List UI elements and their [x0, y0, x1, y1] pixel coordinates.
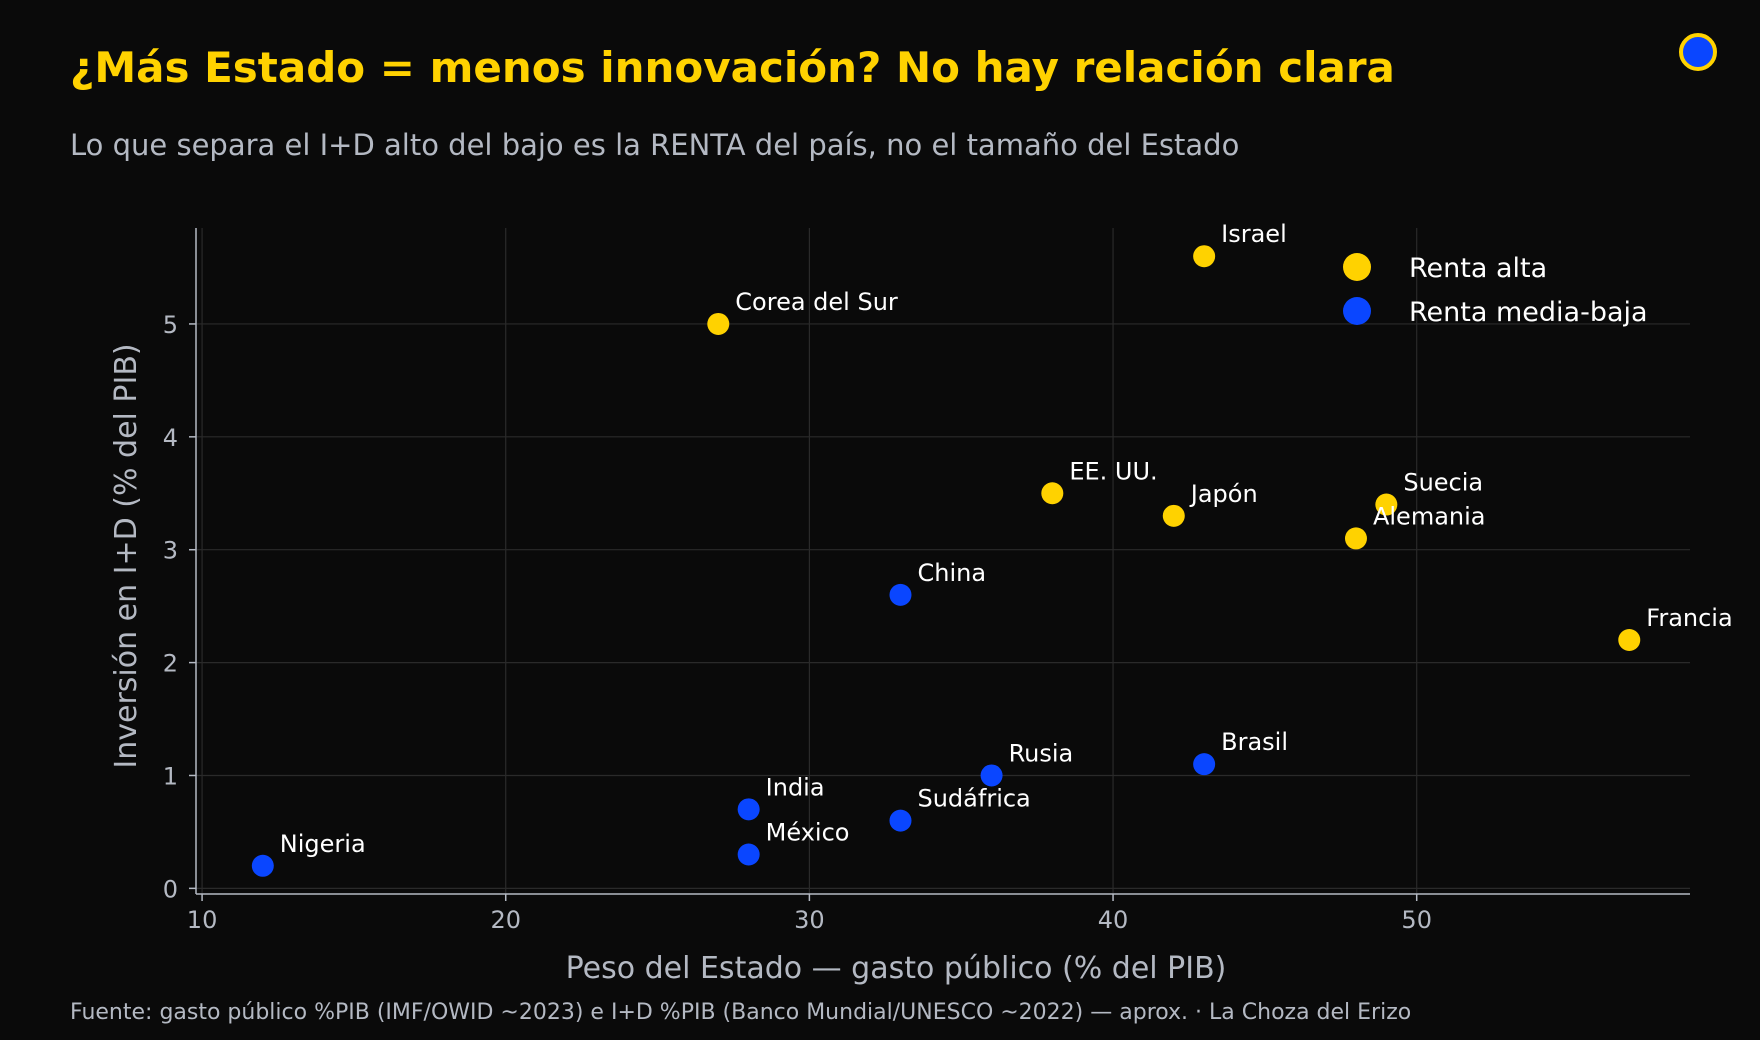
legend-marker [1343, 253, 1371, 281]
data-point-label: Brasil [1221, 728, 1288, 756]
data-point [737, 843, 760, 866]
data-point [1375, 493, 1398, 516]
data-point-label: Francia [1646, 604, 1732, 632]
data-point-label: México [766, 818, 850, 846]
x-tick-label: 40 [1098, 906, 1129, 934]
y-tick-label: 0 [163, 875, 178, 903]
data-point [1041, 482, 1064, 505]
data-point [1344, 527, 1367, 550]
data-point [889, 583, 912, 606]
data-point-label: EE. UU. [1069, 457, 1157, 485]
legend-entry-label: Renta alta [1409, 253, 1547, 284]
y-tick-label: 4 [163, 424, 178, 452]
data-point [707, 312, 730, 335]
brand-logo-icon [1679, 33, 1717, 71]
y-tick-label: 5 [163, 311, 178, 339]
data-point [980, 764, 1003, 787]
data-point [737, 798, 760, 821]
x-tick-label: 50 [1401, 906, 1432, 934]
data-point-label: Sudáfrica [917, 785, 1030, 813]
y-tick-label: 3 [163, 537, 178, 565]
data-point [1193, 245, 1216, 268]
x-tick-label: 30 [794, 906, 825, 934]
data-point-label: China [917, 559, 986, 587]
data-point-label: Alemania [1373, 502, 1486, 530]
data-point-label: Corea del Sur [735, 288, 898, 316]
legend-entry-label: Renta media-baja [1409, 297, 1648, 328]
plot-area: 10 20 30 40 50 0 1 2 3 4 5 Israel Corea del Sur EE. U… [163, 220, 1733, 934]
data-point [251, 854, 274, 877]
data-point [1618, 629, 1641, 652]
data-point-label: Japón [1189, 480, 1258, 508]
x-axis-label: Peso del Estado — gasto público (% del P… [566, 951, 1227, 986]
data-point-label: Nigeria [280, 830, 366, 858]
data-point-label: Rusia [1009, 739, 1074, 767]
chart-title: ¿Más Estado = menos innovación? No hay r… [70, 43, 1395, 92]
legend-marker [1343, 297, 1371, 325]
x-tick-label: 20 [490, 906, 521, 934]
source-note: Fuente: gasto público %PIB (IMF/OWID ~20… [70, 1000, 1411, 1025]
y-axis-label: Inversión en I+D (% del PIB) [109, 343, 144, 768]
y-tick-label: 1 [163, 762, 178, 790]
data-point-label: Israel [1221, 220, 1287, 248]
x-tick-label: 10 [187, 906, 218, 934]
data-point [1162, 504, 1185, 527]
data-point [1193, 753, 1216, 776]
data-point [889, 809, 912, 832]
y-tick-label: 2 [163, 650, 178, 678]
legend: Renta alta Renta media-baja [1343, 253, 1648, 328]
data-point-label: India [766, 773, 825, 801]
chart-subtitle: Lo que separa el I+D alto del bajo es la… [70, 128, 1239, 162]
data-point-label: Suecia [1403, 469, 1483, 497]
